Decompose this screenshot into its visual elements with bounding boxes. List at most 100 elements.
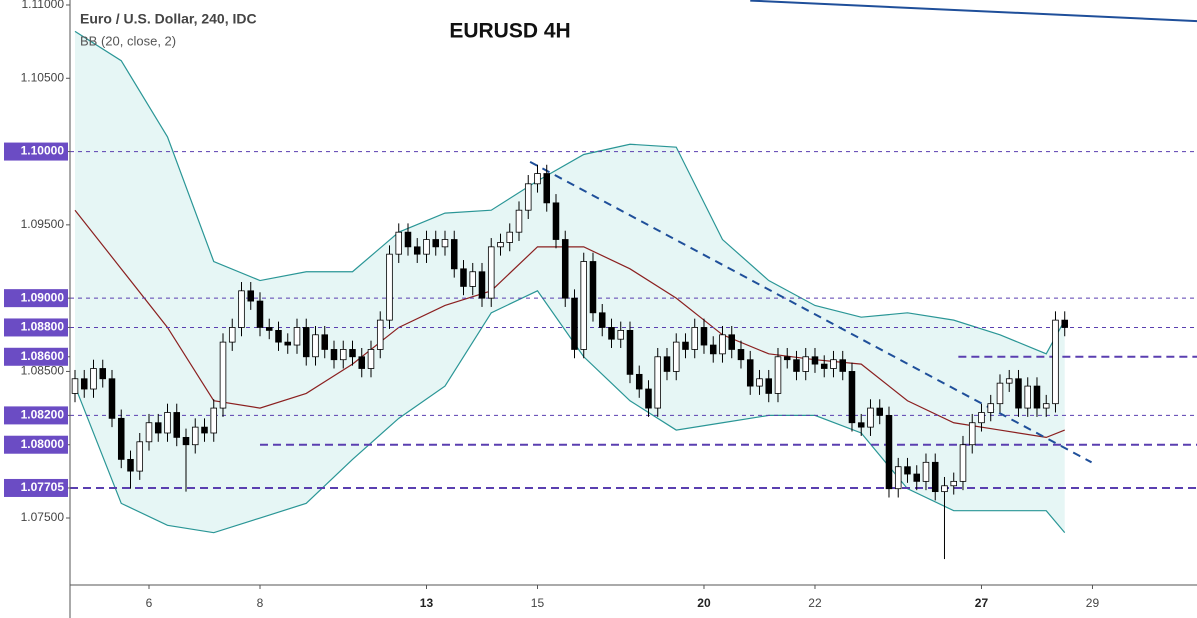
candle-body: [117, 417, 125, 460]
candle-body: [719, 334, 726, 355]
y-tick-highlight: [4, 406, 68, 425]
candle-body: [154, 422, 162, 434]
x-tick-label: 27: [975, 596, 989, 610]
candle-body: [885, 415, 893, 490]
x-tick-label: 15: [531, 596, 545, 610]
candle-body: [746, 359, 754, 387]
candle-body: [136, 441, 144, 472]
candle-body: [1052, 319, 1059, 405]
y-tick-highlight: [4, 435, 68, 454]
candle-body: [793, 359, 800, 372]
y-tick-label: 1.07500: [21, 510, 65, 524]
y-axis: 1.11000 1.10500 1.10000 1.09500 1.09000 1.088…: [4, 0, 70, 524]
candle-body: [376, 319, 384, 350]
candle-body: [293, 327, 301, 346]
x-tick-label: 29: [1086, 596, 1100, 610]
candle-body: [894, 466, 902, 490]
x-tick-label: 8: [257, 596, 264, 610]
candle-body: [80, 378, 88, 390]
x-tick-label: 20: [697, 596, 711, 610]
candle-body: [1015, 378, 1022, 409]
candle-body: [497, 242, 504, 248]
chart-title: EURUSD 4H: [449, 20, 570, 43]
candle-body: [709, 344, 717, 355]
candle-body: [71, 378, 79, 394]
candle-body: [617, 329, 625, 340]
candle-body: [210, 407, 218, 434]
candle-body: [404, 231, 412, 248]
candle-body: [441, 239, 449, 248]
y-tick-label: 1.08800: [21, 320, 65, 334]
candle-body: [996, 382, 1004, 405]
y-tick-highlight: [4, 289, 68, 308]
candle-body: [173, 412, 181, 438]
candle-body: [423, 239, 430, 255]
candle-body: [1042, 403, 1050, 409]
candle-body: [626, 329, 634, 375]
candle-body: [238, 290, 245, 328]
candle-body: [330, 349, 338, 361]
candle-body: [682, 341, 689, 350]
candle-body: [922, 461, 930, 482]
candle-body: [700, 327, 708, 346]
y-tick-highlight: [4, 318, 68, 337]
trendline: [750, 0, 1197, 23]
candle-body: [450, 239, 458, 270]
x-tick-label: 22: [808, 596, 822, 610]
candle-body: [265, 327, 273, 331]
candle-body: [876, 407, 883, 416]
candle-body: [987, 403, 994, 413]
candle-body: [284, 341, 292, 346]
candle-body: [598, 312, 606, 328]
candle-body: [737, 349, 745, 361]
candle-body: [275, 329, 282, 343]
y-tick-label: 1.08600: [21, 349, 65, 363]
candle-body: [552, 202, 560, 240]
candle-body: [182, 436, 190, 446]
candle-body: [645, 388, 652, 409]
candle-body: [931, 461, 939, 493]
instrument-label: Euro / U.S. Dollar, 240, IDC: [80, 11, 257, 27]
candle-body: [127, 458, 134, 472]
indicator-label: BB (20, close, 2): [80, 33, 176, 48]
candle-body: [765, 378, 773, 394]
x-tick-label: 13: [420, 596, 434, 610]
candle-body: [608, 327, 615, 340]
candle-body: [774, 356, 782, 394]
candle-body: [728, 334, 736, 350]
candle-body: [802, 356, 809, 372]
candle-body: [543, 173, 551, 204]
candle-body: [487, 246, 495, 299]
candle-body: [1033, 385, 1041, 409]
candle-body: [756, 378, 763, 387]
candle-body: [857, 422, 865, 428]
candle-body: [941, 485, 948, 493]
x-tick-label: 6: [146, 596, 153, 610]
y-tick-label: 1.08000: [21, 437, 65, 451]
candle-body: [367, 349, 375, 369]
band-upper: [74, 30, 1066, 355]
candle-body: [1005, 378, 1013, 384]
candle-body: [145, 422, 153, 443]
candle-body: [913, 473, 920, 482]
y-tick-label: 1.08500: [21, 364, 65, 378]
candle-body: [108, 378, 116, 419]
candle-body: [312, 334, 319, 358]
candle-body: [839, 359, 846, 372]
candle-body: [867, 407, 874, 428]
candle-body: [672, 341, 680, 372]
candle-body: [811, 356, 819, 365]
candle-body: [950, 480, 957, 487]
y-tick-highlight: [4, 347, 68, 366]
candle-body: [395, 231, 403, 255]
candle-body: [1061, 319, 1068, 328]
candle-body: [478, 271, 486, 299]
band-middle: [74, 209, 1065, 439]
candle-body: [571, 297, 578, 350]
candle-body: [247, 290, 255, 302]
candle-body: [219, 341, 227, 409]
candle-body: [691, 327, 699, 350]
candle-body: [339, 349, 347, 361]
